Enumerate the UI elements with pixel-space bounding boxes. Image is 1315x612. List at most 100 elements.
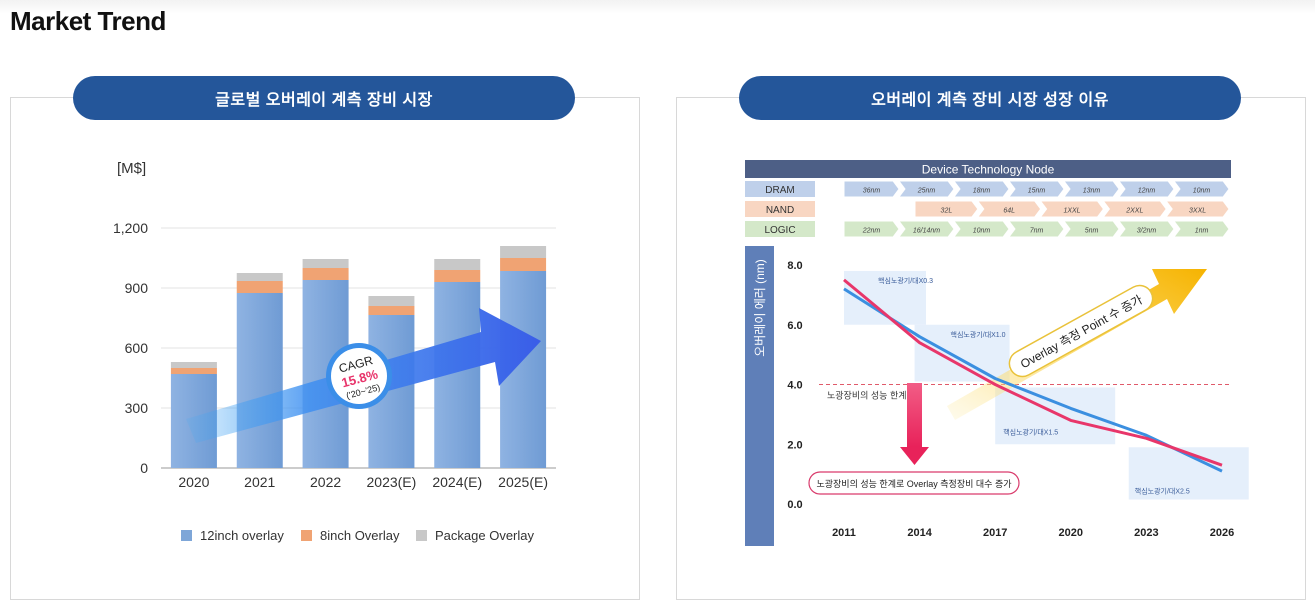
node-row-logic: LOGIC 22nm 16/14nm 10nm 7nm 5nm 3/2nm 1nm — [745, 220, 1230, 238]
node-label: 3/2nm — [1137, 228, 1157, 235]
bar-segment — [434, 259, 481, 270]
node-chevron — [843, 220, 900, 238]
node-label: 1XXL — [1063, 208, 1080, 215]
x-tick-label: 2024(E) — [432, 474, 482, 490]
y-tick-label: 6.0 — [787, 320, 802, 332]
node-label: 3XXL — [1189, 208, 1206, 215]
x-tick-label: 2017 — [983, 527, 1007, 539]
legend-label: 8inch Overlay — [320, 528, 400, 543]
page-title: Market Trend — [10, 6, 166, 36]
y-axis-unit-label: [M$] — [117, 160, 146, 177]
series-line-1 — [843, 278, 1223, 467]
node-rows: DRAM 36nm 25nm 18nm 15nm 13nm 12nm 10nm NAND 32L 6… — [745, 180, 1230, 238]
legend-label: Package Overlay — [435, 528, 534, 543]
bar-segment — [368, 296, 415, 306]
x-tick-labels: 2011 2014 2017 2020 2023 2026 — [832, 527, 1234, 539]
x-tick-label: 2022 — [310, 474, 341, 490]
x-tick-label: 2020 — [178, 474, 209, 490]
threshold-label: 노광장비의 성능 한계 — [827, 390, 907, 401]
x-tick-label: 2025(E) — [498, 474, 548, 490]
node-chevron — [843, 180, 900, 198]
legend: 12inch overlay 8inch Overlay Package Overl… — [181, 528, 534, 543]
node-label: 22nm — [862, 228, 881, 235]
x-tick-label: 2021 — [244, 474, 275, 490]
legend-label: 12inch overlay — [200, 528, 284, 543]
node-chevron — [914, 200, 979, 218]
node-label: 2XXL — [1125, 208, 1143, 215]
bar-segment — [170, 368, 217, 374]
node-chevron — [1118, 220, 1175, 238]
bar-segment — [236, 293, 283, 468]
y-tick-label: 300 — [125, 400, 149, 416]
multiplier-box-label: 핵심노광기/대X2.5 — [1135, 487, 1190, 496]
red-down-arrow — [900, 383, 929, 465]
callout-text: 노광장비의 성능 한계로 Overlay 측정장비 대수 증가 — [816, 478, 1011, 489]
multiplier-boxes: 핵심노광기/대X0.3 핵심노광기/대X1.0 핵심노광기/대X1.5 핵심노광기/대… — [844, 270, 1249, 500]
bar-segment — [236, 273, 283, 281]
market-size-panel: [M$] 0 300 600 900 1,200 2020 2021 2022 2023(E)… — [10, 97, 640, 600]
node-row-label: LOGIC — [764, 225, 795, 236]
legend-item: Package Overlay — [416, 528, 534, 543]
bar-segment — [236, 281, 283, 293]
node-row-label-bg — [745, 221, 815, 237]
y-tick-label: 900 — [125, 280, 149, 296]
multiplier-box-label: 핵심노광기/대X1.0 — [951, 330, 1006, 339]
multiplier-box — [914, 324, 1010, 382]
cagr-badge: CAGR 15.8% ('20~'25) — [326, 343, 392, 409]
multiplier-box-label: 핵심노광기/대X1.5 — [1003, 427, 1058, 436]
node-label: 10nm — [1193, 188, 1211, 195]
y-tick-label: 0.0 — [787, 499, 802, 511]
node-header-bar — [745, 160, 1231, 178]
node-label: 64L — [1003, 208, 1015, 215]
measure-point-label: Overlay 측정 Point 수 증가 — [1018, 292, 1145, 371]
y-tick-label: 4.0 — [787, 380, 802, 392]
node-header-title: Device Technology Node — [922, 163, 1055, 177]
y-tick-label: 600 — [125, 340, 149, 356]
x-tick-label: 2023 — [1134, 527, 1158, 539]
bar-segment — [368, 306, 415, 315]
node-chevron — [1165, 200, 1230, 218]
y-tick-label: 2.0 — [787, 439, 802, 451]
node-label: 15nm — [1028, 188, 1046, 195]
x-tick-label: 2011 — [832, 527, 856, 539]
node-label: 36nm — [863, 188, 881, 195]
node-chevron — [953, 220, 1010, 238]
node-label: 13nm — [1083, 188, 1101, 195]
node-chevron — [1118, 180, 1175, 198]
node-row-label: NAND — [766, 205, 794, 216]
x-tick-label: 2026 — [1210, 527, 1234, 539]
node-label: 12nm — [1138, 188, 1156, 195]
node-label: 25nm — [917, 188, 936, 195]
growth-reason-title-pill: 오버레이 계측 장비 시장 성장 이유 — [739, 76, 1241, 120]
node-chevron — [1008, 220, 1065, 238]
node-chevron — [1063, 220, 1120, 238]
x-tick-label: 2023(E) — [367, 474, 417, 490]
node-label: 16/14nm — [913, 228, 940, 235]
y-tick-labels: 8.0 6.0 4.0 2.0 0.0 — [787, 260, 802, 511]
bar-segment — [302, 259, 349, 268]
node-chevron — [1039, 200, 1105, 218]
node-label: 32L — [941, 208, 953, 215]
legend-swatch — [181, 530, 192, 541]
y-tick-labels: 0 300 600 900 1,200 — [113, 220, 148, 476]
y-axis-label: 오버레이 에러 (nm) — [753, 259, 767, 357]
node-row-nand: NAND 32L 64L 1XXL 2XXL 3XXL — [745, 200, 1230, 218]
node-row-label-bg — [745, 181, 815, 197]
x-tick-labels: 2020 2021 2022 2023(E) 2024(E) 2025(E) — [178, 474, 548, 490]
node-chevron — [976, 200, 1042, 218]
y-tick-label: 0 — [140, 460, 148, 476]
bar-segment — [434, 270, 481, 282]
y-axis-band — [745, 246, 774, 546]
node-chevron — [1173, 180, 1230, 198]
legend-swatch — [301, 530, 312, 541]
bar-segment — [302, 268, 349, 280]
node-label: 1nm — [1195, 228, 1209, 235]
overlay-error-line-chart: Device Technology Node DRAM 36nm 25nm 18nm 1… — [745, 160, 1249, 546]
callout-box — [808, 471, 1020, 495]
node-chevron — [1102, 200, 1167, 218]
x-tick-label: 2020 — [1059, 527, 1083, 539]
market-size-title-pill: 글로벌 오버레이 계측 장비 시장 — [73, 76, 575, 120]
node-label: 10nm — [973, 228, 991, 235]
y-tick-label: 8.0 — [787, 260, 802, 272]
node-chevron — [1008, 180, 1065, 198]
